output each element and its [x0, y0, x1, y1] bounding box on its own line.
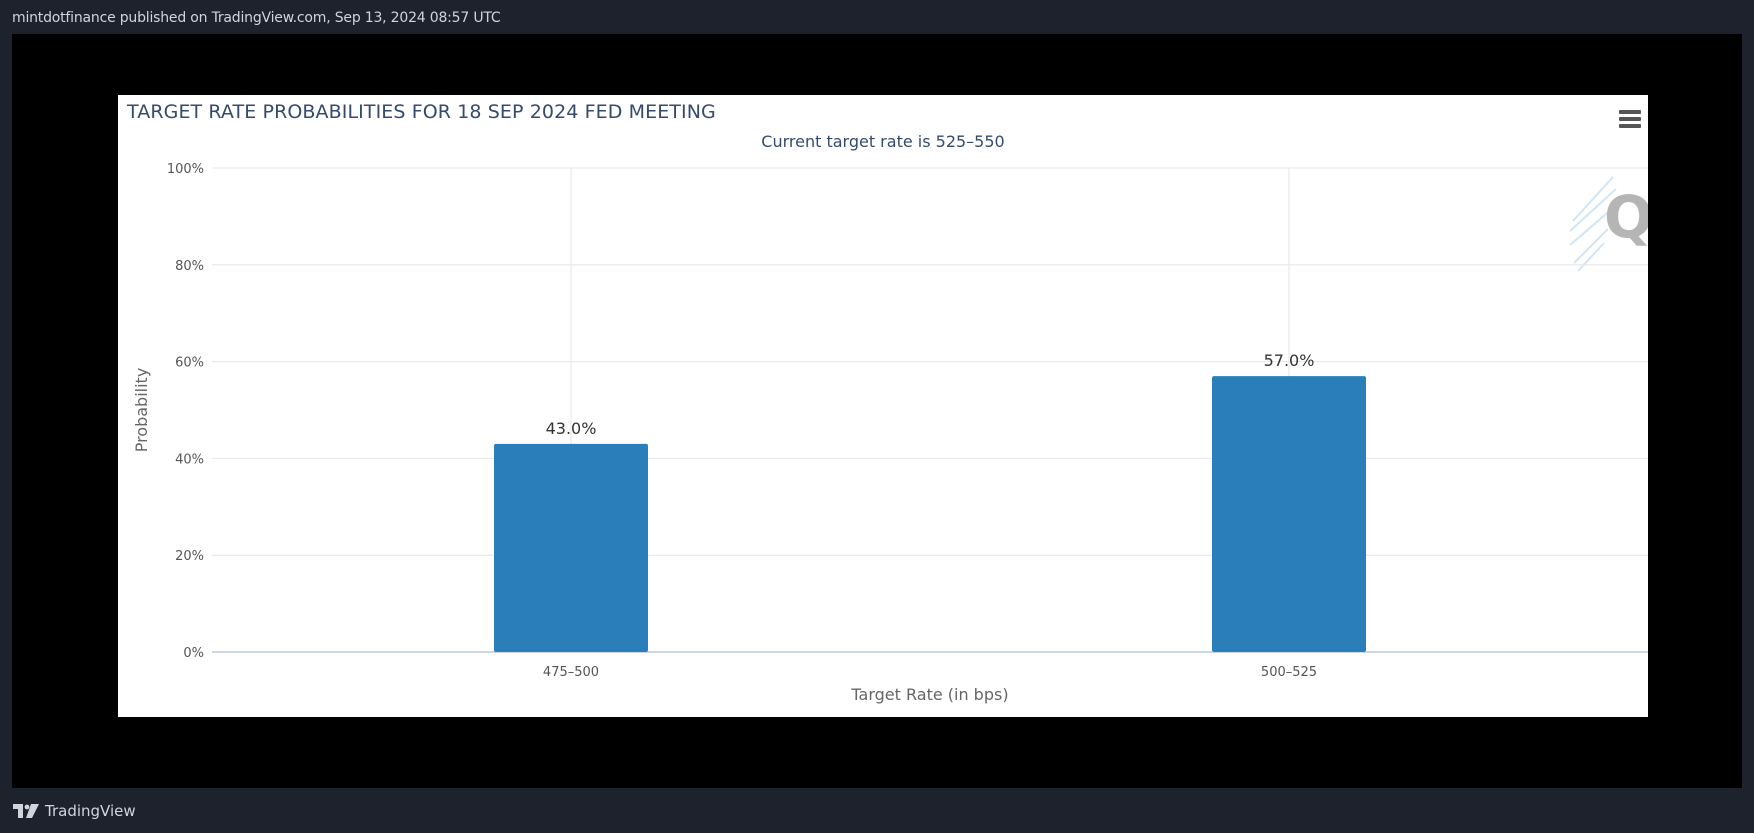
footer: TradingView — [13, 802, 136, 820]
data-label: 57.0% — [1264, 351, 1315, 370]
published-by-text: mintdotfinance published on TradingView.… — [12, 10, 501, 26]
tradingview-logo-icon[interactable] — [13, 804, 39, 818]
y-tick-label: 80% — [175, 259, 204, 274]
quikstrike-q-icon: Q — [1569, 176, 1648, 272]
bar-chart: 0% 20% 40% 60% 80% 100% 43.0% 475–500 57.0% 500–5… — [132, 162, 1648, 704]
svg-text:Q: Q — [1604, 183, 1648, 251]
x-tick-label: 475–500 — [543, 665, 599, 680]
chart-frame: TARGET RATE PROBABILITIES FOR 18 SEP 202… — [12, 34, 1742, 788]
x-tick-label: 500–525 — [1261, 665, 1317, 680]
y-tick-label: 0% — [183, 646, 204, 661]
chart-title: TARGET RATE PROBABILITIES FOR 18 SEP 202… — [127, 101, 716, 123]
bar-1 — [494, 443, 648, 652]
y-tick-label: 100% — [167, 162, 204, 177]
y-tick-label: 40% — [175, 452, 204, 467]
y-axis-title: Probability — [132, 368, 151, 453]
data-label: 43.0% — [546, 419, 597, 438]
hamburger-menu-icon[interactable] — [1619, 110, 1645, 132]
y-tick-label: 60% — [175, 356, 204, 371]
bar-2 — [1212, 376, 1366, 652]
x-axis-title: Target Rate (in bps) — [850, 685, 1008, 704]
chart-subtitle: Current target rate is 525–550 — [761, 132, 1005, 151]
y-tick-label: 20% — [175, 549, 204, 564]
chart-card: TARGET RATE PROBABILITIES FOR 18 SEP 202… — [118, 95, 1648, 717]
footer-brand[interactable]: TradingView — [45, 802, 136, 820]
